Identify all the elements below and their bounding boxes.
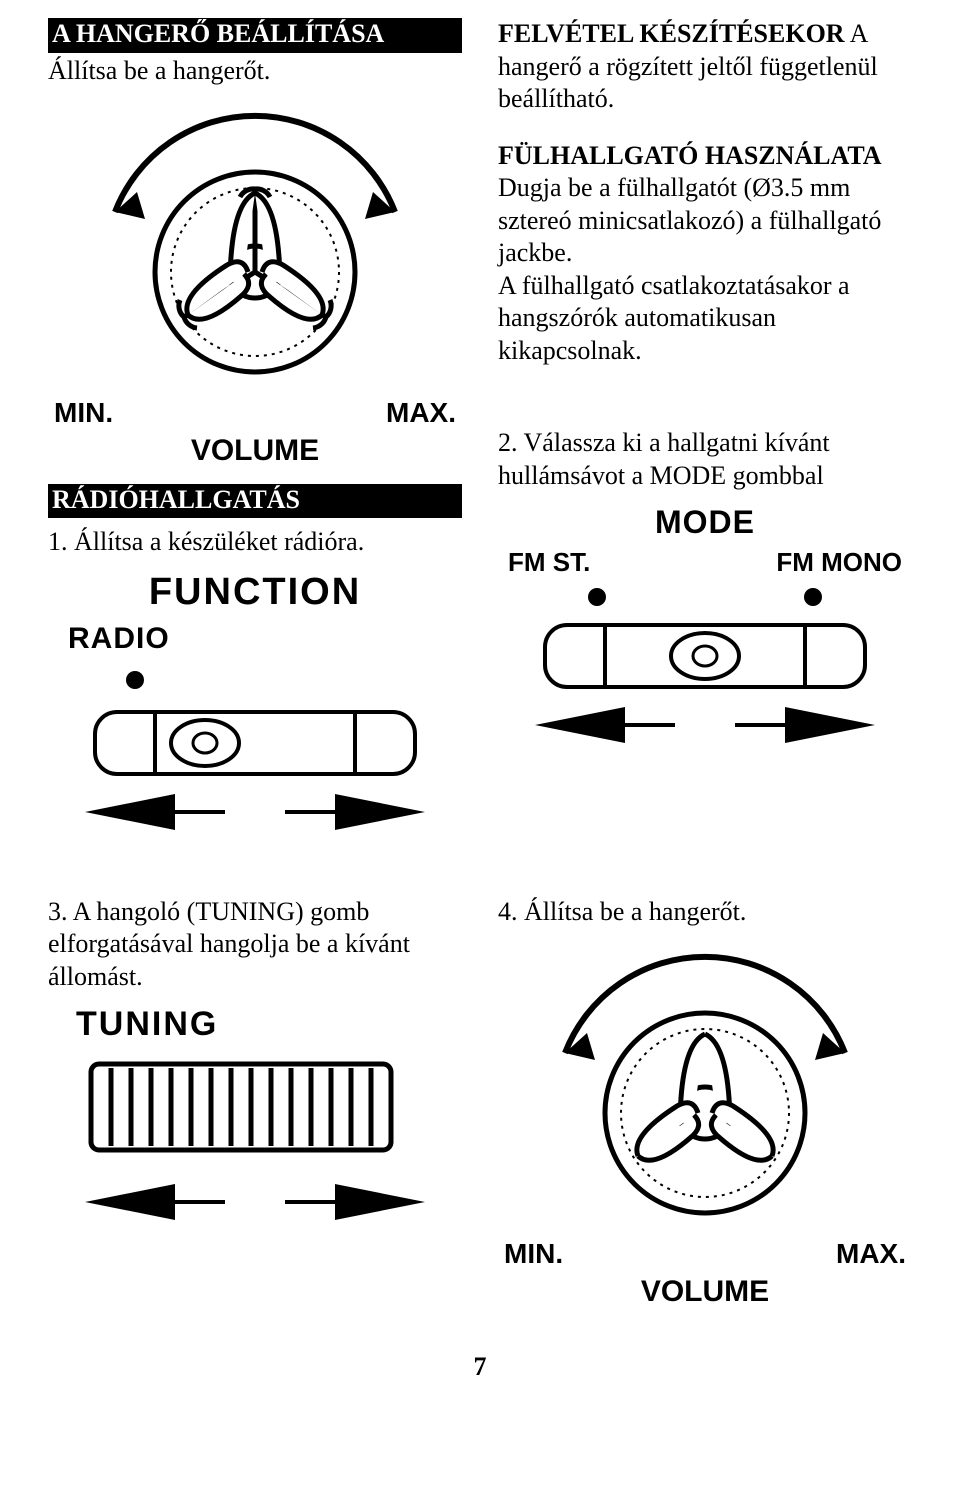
step-2: 2. Válassza ki a hallgatni kívánt hullám… — [498, 427, 912, 492]
label-radio: RADIO — [68, 620, 462, 658]
page-number: 7 — [48, 1351, 912, 1384]
section-radio-heading: RÁDIÓHALLGATÁS — [48, 484, 462, 519]
label-volume: VOLUME — [48, 432, 462, 470]
label-fmst: FM ST. — [508, 546, 590, 579]
label-fmmono: FM MONO — [776, 546, 902, 579]
headphone-note: FÜLHALLGATÓ HASZNÁLATA Dugja be a fülhal… — [498, 140, 912, 368]
label-min-2: MIN. — [504, 1236, 563, 1271]
label-max-2: MAX. — [836, 1236, 906, 1271]
recording-note: FELVÉTEL KÉSZÍTÉSEKOR A hangerő a rögzít… — [498, 18, 912, 116]
tuning-illustration: TUNING — [48, 1003, 462, 1240]
recording-note-bold: FELVÉTEL KÉSZÍTÉSEKOR — [498, 19, 845, 48]
section-volume-subtitle: Állítsa be a hangerőt. — [48, 55, 462, 88]
headphone-note-bold: FÜLHALLGATÓ HASZNÁLATA — [498, 141, 882, 170]
volume-dial-illustration: MIN. MAX. VOLUME — [48, 97, 462, 470]
step-3: 3. A hangoló (TUNING) gomb elforgatásáva… — [48, 896, 462, 994]
label-mode: MODE — [498, 502, 912, 542]
step-4: 4. Állítsa be a hangerőt. — [498, 896, 912, 929]
label-function: FUNCTION — [48, 569, 462, 617]
mode-switch-illustration: MODE FM ST. FM MONO — [498, 502, 912, 759]
step-1: 1. Állítsa a készüléket rádióra. — [48, 526, 462, 559]
headphone-note-text2: A fülhallgató csatlakoztatásakor a hangs… — [498, 271, 850, 365]
label-tuning: TUNING — [76, 1003, 462, 1046]
label-volume-2: VOLUME — [498, 1273, 912, 1311]
headphone-note-text1: Dugja be a fülhallgatót (Ø3.5 mm sztereó… — [498, 173, 881, 267]
section-volume-heading: A HANGERŐ BEÁLLÍTÁSA — [48, 18, 462, 53]
label-max: MAX. — [386, 395, 456, 430]
label-min: MIN. — [54, 395, 113, 430]
volume-dial-illustration-2: MIN. MAX. VOLUME — [498, 938, 912, 1311]
function-switch-illustration: FUNCTION RADIO — [48, 569, 462, 842]
